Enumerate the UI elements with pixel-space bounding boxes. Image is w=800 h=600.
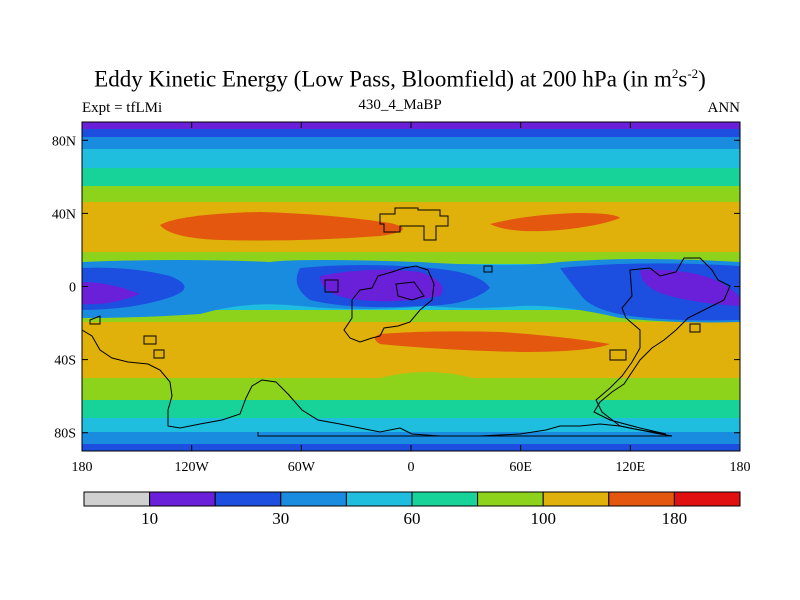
x-tick-label: 60W (288, 460, 316, 475)
y-tick-label: 0 (69, 281, 76, 296)
colorbar: 10 30 60 100 180 (83, 491, 741, 528)
colorbar-label: 30 (272, 509, 289, 528)
y-tick-label: 80N (52, 134, 76, 149)
x-axis-ticks: 180 120W 60W 0 60E 120E 180 (72, 122, 751, 475)
colorbar-label: 180 (662, 509, 688, 528)
y-axis-ticks: 80N 40N 0 40S 80S (52, 134, 740, 442)
colorbar-swatch (214, 491, 282, 507)
colorbar-swatch (477, 491, 544, 507)
colorbar-swatch (83, 491, 151, 507)
y-tick-label: 80S (54, 427, 76, 442)
y-tick-label: 40S (54, 354, 76, 369)
case-label: 430_4_MaBP (358, 97, 442, 113)
colorbar-label: 10 (141, 509, 158, 528)
colorbar-swatch (608, 491, 675, 507)
x-tick-label: 120W (175, 460, 210, 475)
experiment-label: Expt = tfLMi (82, 100, 163, 116)
colorbar-swatch (673, 491, 741, 507)
contour-field (82, 122, 740, 451)
colorbar-label: 60 (404, 509, 421, 528)
season-label: ANN (707, 100, 741, 116)
x-tick-label: 60E (509, 460, 532, 475)
colorbar-swatch (345, 491, 413, 507)
colorbar-swatch (542, 491, 610, 507)
x-tick-label: 0 (408, 460, 415, 475)
colorbar-swatch (149, 491, 216, 507)
colorbar-swatch (411, 491, 479, 507)
y-tick-label: 40N (52, 207, 76, 222)
x-tick-label: 180 (730, 460, 751, 475)
colorbar-label: 100 (530, 509, 556, 528)
x-tick-label: 120E (616, 460, 646, 475)
x-tick-label: 180 (72, 460, 93, 475)
coastline-outline (81, 207, 731, 437)
colorbar-swatch (280, 491, 347, 507)
map-title: Eddy Kinetic Energy (Low Pass, Bloomfiel… (94, 66, 706, 92)
